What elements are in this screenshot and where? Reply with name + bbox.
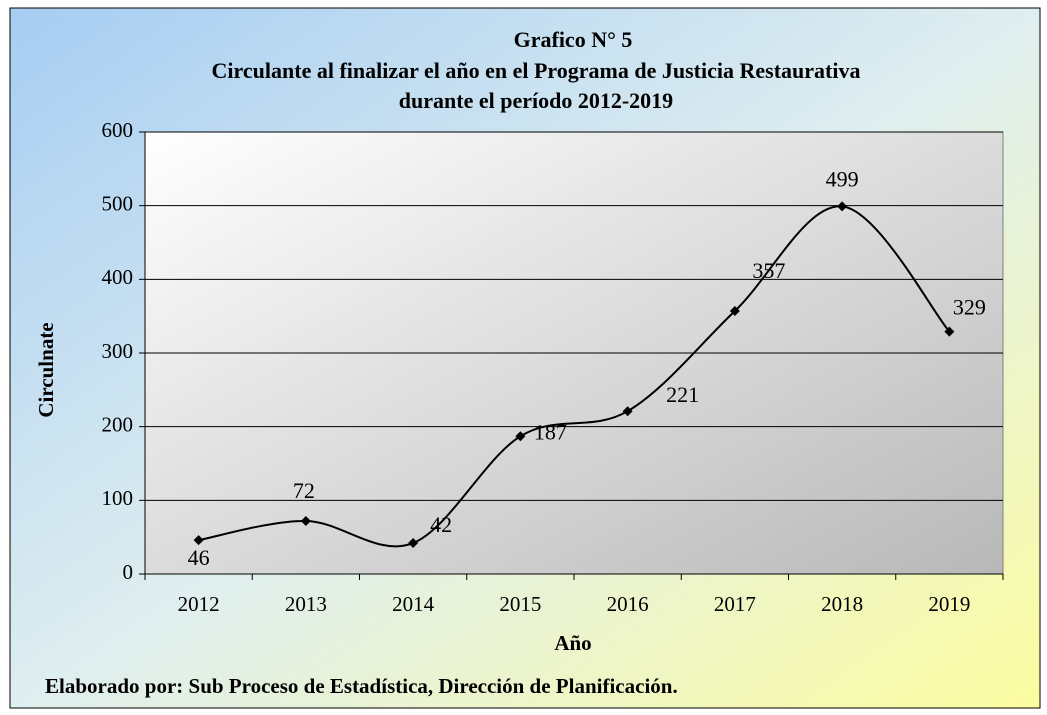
marker bbox=[193, 535, 204, 546]
y-axis-label: Circulnate bbox=[34, 322, 58, 417]
data-label: 42 bbox=[430, 512, 452, 537]
x-tick-label: 2017 bbox=[714, 592, 756, 616]
marker bbox=[622, 406, 633, 417]
x-tick-label: 2015 bbox=[499, 592, 541, 616]
y-tick-label: 600 bbox=[102, 118, 134, 142]
y-tick-label: 100 bbox=[102, 486, 134, 510]
marker bbox=[944, 326, 955, 337]
x-tick-label: 2019 bbox=[928, 592, 970, 616]
chart-title: Circulante al finalizar el año en el Pro… bbox=[212, 58, 861, 83]
x-tick-label: 2012 bbox=[178, 592, 220, 616]
y-tick-label: 200 bbox=[102, 412, 134, 436]
chart-title: Grafico N° 5 bbox=[514, 27, 633, 52]
marker bbox=[408, 538, 419, 549]
data-label: 72 bbox=[293, 478, 315, 503]
data-label: 221 bbox=[666, 382, 699, 407]
marker bbox=[300, 515, 311, 526]
x-tick-label: 2016 bbox=[607, 592, 649, 616]
data-label: 357 bbox=[752, 258, 785, 283]
y-tick-label: 0 bbox=[123, 560, 134, 584]
y-tick-label: 500 bbox=[102, 191, 134, 215]
data-label: 499 bbox=[826, 166, 859, 191]
x-axis-label: Año bbox=[554, 631, 591, 655]
x-tick-label: 2013 bbox=[285, 592, 327, 616]
marker bbox=[515, 431, 526, 442]
chart-title: durante el período 2012-2019 bbox=[399, 88, 673, 113]
marker bbox=[837, 201, 848, 212]
y-tick-label: 400 bbox=[102, 265, 134, 289]
marker bbox=[729, 306, 740, 317]
data-label: 187 bbox=[534, 419, 567, 444]
data-label: 329 bbox=[953, 295, 986, 320]
footnote: Elaborado por: Sub Proceso de Estadístic… bbox=[45, 674, 678, 698]
x-tick-label: 2014 bbox=[392, 592, 435, 616]
x-tick-label: 2018 bbox=[821, 592, 863, 616]
data-label: 46 bbox=[188, 545, 210, 570]
y-tick-label: 300 bbox=[102, 339, 134, 363]
